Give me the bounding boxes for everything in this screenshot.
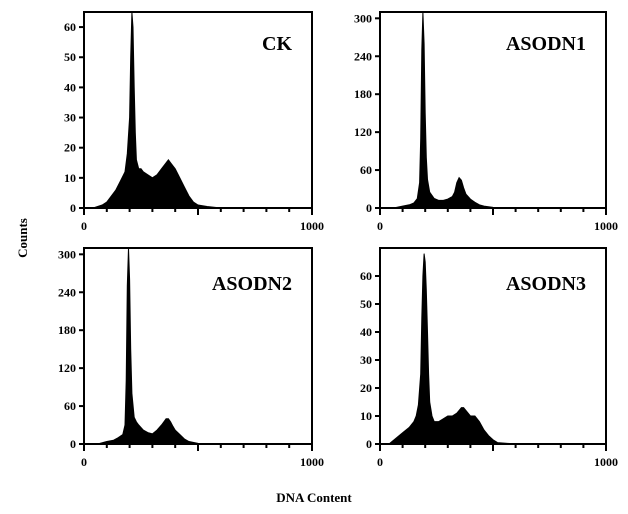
y-tick-label: 50 bbox=[360, 297, 372, 311]
y-tick-label: 30 bbox=[360, 353, 372, 367]
panel-title: CK bbox=[262, 33, 292, 55]
y-tick-label: 240 bbox=[354, 49, 372, 63]
x-tick-label: 0 bbox=[81, 219, 87, 233]
y-tick-label: 0 bbox=[366, 201, 372, 215]
x-axis-label: DNA Content bbox=[276, 490, 352, 505]
y-tick-label: 180 bbox=[354, 87, 372, 101]
panel-asodn3: 0 10 20 30 40 50 60 0 1000 ASODN3 bbox=[360, 247, 618, 469]
x-tick-label: 0 bbox=[81, 455, 87, 469]
y-tick-label: 30 bbox=[64, 111, 76, 125]
y-tick-label: 10 bbox=[360, 409, 372, 423]
y-tick-label: 120 bbox=[354, 125, 372, 139]
y-tick-label: 60 bbox=[360, 163, 372, 177]
panel-asodn1: 0 60 120 180 240 300 0 1000 ASODN1 bbox=[354, 11, 618, 233]
panel-title: ASODN3 bbox=[506, 273, 586, 295]
y-tick-label: 20 bbox=[64, 141, 76, 155]
y-axis-label: Counts bbox=[15, 218, 30, 258]
panel-ck: 0 10 20 30 40 50 60 0 1000 CK bbox=[64, 11, 324, 233]
y-tick-label: 10 bbox=[64, 171, 76, 185]
x-tick-label: 1000 bbox=[594, 455, 618, 469]
y-tick-label: 60 bbox=[360, 269, 372, 283]
y-tick-label: 300 bbox=[58, 247, 76, 261]
y-tick-label: 300 bbox=[354, 11, 372, 25]
y-tick-label: 0 bbox=[366, 437, 372, 451]
y-tick-label: 50 bbox=[64, 50, 76, 64]
x-tick-label: 1000 bbox=[594, 219, 618, 233]
y-tick-label: 0 bbox=[70, 437, 76, 451]
panel-title: ASODN2 bbox=[212, 273, 292, 295]
histogram-area bbox=[84, 11, 312, 209]
x-tick-label: 1000 bbox=[300, 455, 324, 469]
y-tick-label: 20 bbox=[360, 381, 372, 395]
panel-title: ASODN1 bbox=[506, 33, 586, 55]
x-tick-label: 1000 bbox=[300, 219, 324, 233]
y-tick-label: 40 bbox=[64, 80, 76, 94]
y-tick-label: 120 bbox=[58, 361, 76, 375]
x-tick-label: 0 bbox=[377, 455, 383, 469]
y-tick-label: 0 bbox=[70, 201, 76, 215]
y-tick-label: 60 bbox=[64, 20, 76, 34]
histogram-area bbox=[380, 253, 606, 445]
y-tick-label: 60 bbox=[64, 399, 76, 413]
y-tick-label: 40 bbox=[360, 325, 372, 339]
x-tick-label: 0 bbox=[377, 219, 383, 233]
y-tick-label: 180 bbox=[58, 323, 76, 337]
panel-asodn2: 0 60 120 180 240 300 0 1000 ASODN2 bbox=[58, 247, 324, 469]
y-tick-label: 240 bbox=[58, 285, 76, 299]
